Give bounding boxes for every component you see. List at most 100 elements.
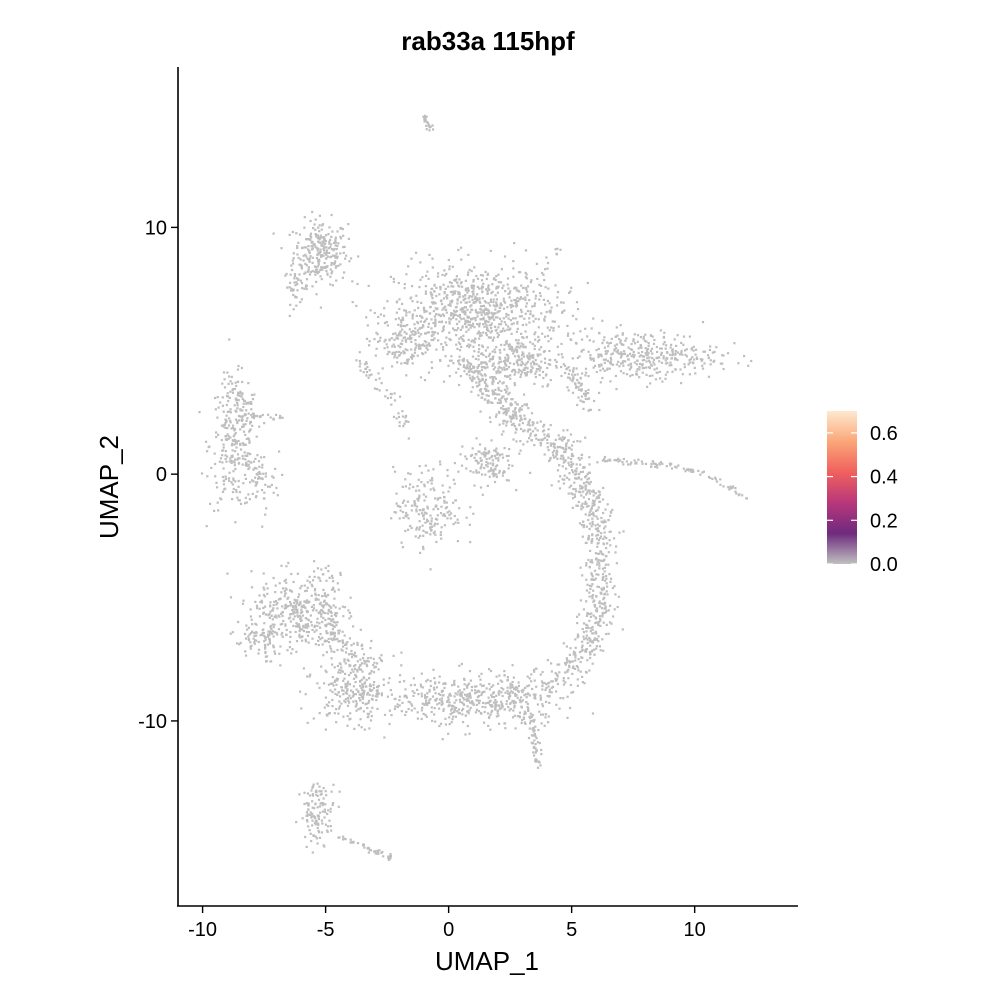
cell-point-124 (334, 241, 337, 244)
cell-point-278 (295, 296, 298, 299)
cell-point-3375 (451, 711, 454, 715)
cell-point-4542 (509, 402, 512, 405)
cell-point-2154 (641, 366, 644, 370)
cell-point-2181 (475, 460, 479, 463)
cell-point-432 (245, 419, 248, 422)
cell-point-4184 (481, 352, 484, 355)
cell-point-2691 (301, 614, 304, 617)
cell-point-2159 (581, 338, 584, 341)
cell-point-1511 (411, 355, 414, 358)
cell-point-4266 (557, 434, 560, 437)
cell-point-3660 (518, 711, 522, 714)
cell-point-3272 (495, 715, 498, 718)
cell-point-3819 (587, 504, 590, 508)
cell-point-3338 (488, 682, 491, 686)
cell-point-399 (227, 382, 230, 385)
cell-point-2600 (327, 593, 330, 597)
cell-point-4303 (587, 477, 591, 480)
cell-point-1127 (420, 301, 423, 304)
cell-point-1403 (471, 339, 474, 342)
cell-point-1975 (636, 334, 640, 337)
cell-point-3467 (507, 692, 510, 695)
cell-point-914 (524, 296, 527, 299)
cell-point-1686 (498, 357, 501, 360)
cell-point-2904 (249, 647, 252, 650)
cell-point-2041 (642, 335, 645, 338)
cell-point-2528 (284, 624, 287, 627)
cell-point-2144 (694, 353, 697, 356)
cell-point-225 (322, 237, 325, 240)
cell-point-446 (229, 436, 232, 439)
cell-point-1662 (526, 354, 529, 357)
cell-point-4174 (568, 486, 571, 489)
cell-point-3275 (448, 716, 451, 719)
cell-point-4817 (528, 727, 531, 730)
cell-point-4870 (373, 387, 376, 390)
cell-point-3867 (578, 613, 581, 616)
cell-point-2859 (255, 639, 258, 642)
cell-point-1289 (508, 292, 511, 295)
cell-point-688 (479, 301, 482, 304)
cell-point-2027 (635, 373, 638, 376)
cell-point-1533 (411, 313, 414, 316)
cell-point-4525 (582, 635, 585, 638)
cell-point-2522 (289, 631, 292, 634)
cell-point-3797 (566, 659, 569, 662)
cell-point-4234 (515, 440, 518, 443)
cell-point-2699 (310, 624, 314, 627)
cell-point-2185 (481, 493, 484, 496)
cell-point-304 (236, 404, 239, 407)
cell-point-3382 (454, 692, 457, 695)
cell-point-1349 (571, 314, 574, 317)
cell-point-3873 (552, 445, 555, 448)
cell-point-865 (486, 346, 489, 349)
cell-point-2796 (268, 640, 271, 643)
cell-point-994 (486, 328, 489, 332)
cell-point-840 (507, 314, 510, 317)
cell-point-3378 (441, 738, 444, 741)
cell-point-641 (566, 324, 569, 327)
cell-point-3506 (547, 721, 550, 724)
cell-point-658 (455, 329, 458, 332)
cell-point-3126 (378, 656, 381, 660)
cell-point-3917 (592, 511, 595, 514)
cell-point-188 (310, 245, 313, 248)
cell-point-4825 (532, 751, 535, 754)
cell-point-4710 (661, 462, 664, 465)
cell-point-3215 (522, 688, 525, 691)
cell-point-3381 (476, 689, 479, 693)
cell-point-754 (503, 255, 507, 258)
cell-point-241 (335, 265, 338, 268)
cell-point-826 (427, 322, 430, 325)
cell-point-345 (239, 443, 242, 446)
cell-point-349 (248, 440, 251, 443)
cell-point-1555 (386, 346, 389, 349)
cell-point-1879 (548, 349, 551, 353)
cell-point-3862 (571, 452, 574, 456)
cell-point-3549 (544, 688, 547, 691)
cell-point-3351 (498, 690, 501, 693)
cell-point-1743 (517, 356, 520, 359)
cell-point-1951 (684, 353, 687, 356)
cell-point-1889 (609, 380, 612, 383)
cell-point-1223 (524, 249, 528, 252)
cell-point-4375 (595, 632, 598, 635)
cell-point-560 (271, 475, 274, 478)
cell-point-4060 (583, 638, 586, 641)
cell-point-3517 (520, 721, 523, 725)
cell-point-1320 (465, 330, 468, 333)
cell-point-2602 (295, 650, 298, 653)
cell-point-1833 (669, 346, 672, 349)
cell-point-4215 (512, 410, 515, 413)
cell-point-818 (448, 281, 451, 284)
cell-point-1342 (498, 310, 501, 313)
cell-point-4235 (553, 446, 556, 449)
cell-point-605 (261, 463, 264, 466)
cell-point-1326 (428, 312, 431, 315)
cell-point-1800 (709, 363, 712, 366)
cell-point-1178 (506, 283, 509, 286)
cell-point-2387 (436, 522, 439, 526)
cell-point-2338 (448, 513, 451, 517)
cell-point-2697 (262, 612, 265, 615)
cell-point-3091 (355, 704, 358, 707)
